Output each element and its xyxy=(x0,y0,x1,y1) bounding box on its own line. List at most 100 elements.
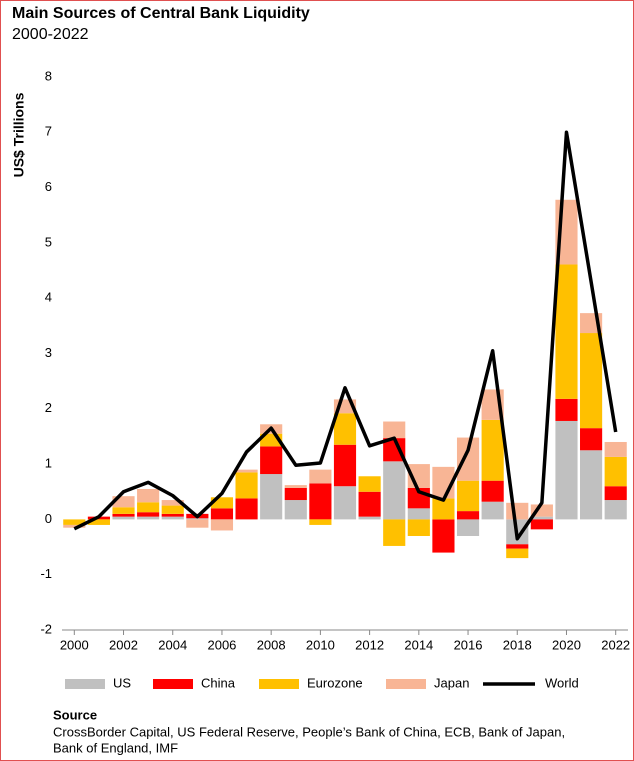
chart-title: Main Sources of Central Bank Liquidity xyxy=(12,5,310,22)
bar xyxy=(161,516,184,520)
bar xyxy=(456,480,480,512)
source-text: CrossBorder Capital, US Federal Reserve,… xyxy=(53,724,565,739)
x-tick-label: 2002 xyxy=(109,637,138,652)
bar xyxy=(284,487,307,501)
bar xyxy=(309,469,332,484)
y-tick-label: 3 xyxy=(45,345,52,360)
legend-label: World xyxy=(545,675,579,690)
y-tick-label: 7 xyxy=(45,124,52,139)
bar xyxy=(530,519,553,530)
bar xyxy=(333,413,357,445)
source-text: Bank of England, IMF xyxy=(53,740,178,755)
bar xyxy=(456,437,480,481)
bar xyxy=(481,419,504,481)
bar xyxy=(456,511,480,520)
legend-label: China xyxy=(201,675,236,690)
legend-swatch xyxy=(65,679,105,689)
bar xyxy=(580,450,603,520)
bar xyxy=(481,480,504,502)
bar xyxy=(604,456,627,487)
x-tick-label: 2004 xyxy=(158,637,187,652)
legend-label: US xyxy=(113,675,131,690)
bar xyxy=(309,483,332,520)
x-tick-label: 2000 xyxy=(60,637,89,652)
bar xyxy=(210,497,234,509)
bar xyxy=(235,498,258,520)
bar xyxy=(63,524,86,528)
bar xyxy=(137,516,160,520)
chart-subtitle: 2000-2022 xyxy=(12,26,89,43)
bar xyxy=(555,264,578,399)
bar xyxy=(506,548,529,559)
bar xyxy=(210,508,234,520)
bar xyxy=(580,333,603,429)
bar xyxy=(604,486,627,501)
bar xyxy=(137,502,160,513)
bar xyxy=(161,500,184,506)
legend-swatch xyxy=(386,679,426,689)
bar xyxy=(333,444,357,487)
bar xyxy=(555,398,578,421)
bar xyxy=(604,500,627,520)
bar xyxy=(432,519,455,553)
bar xyxy=(309,519,332,525)
x-tick-label: 2014 xyxy=(404,637,433,652)
bar xyxy=(555,420,578,520)
y-tick-label: -2 xyxy=(40,621,52,636)
bar xyxy=(284,485,307,488)
bar xyxy=(333,486,357,520)
bar xyxy=(260,446,283,475)
bar xyxy=(63,519,86,525)
bar xyxy=(235,469,258,473)
legend-swatch xyxy=(259,679,299,689)
bar xyxy=(506,544,529,549)
bar xyxy=(358,491,381,517)
bar xyxy=(407,508,430,520)
line xyxy=(73,130,618,541)
bar xyxy=(506,502,529,520)
bar xyxy=(161,513,184,517)
bar xyxy=(383,421,406,439)
x-tick-label: 2008 xyxy=(257,637,286,652)
bar xyxy=(112,516,135,520)
bar xyxy=(112,496,135,508)
bar xyxy=(383,461,406,520)
bar xyxy=(260,474,283,520)
bar xyxy=(456,519,480,536)
bar xyxy=(186,519,209,528)
x-tick-label: 2018 xyxy=(503,637,532,652)
bar xyxy=(137,488,160,503)
bar xyxy=(284,500,307,520)
y-tick-label: 1 xyxy=(45,456,52,471)
bar xyxy=(112,513,135,517)
bar xyxy=(383,438,406,462)
bar xyxy=(580,428,603,451)
y-tick-label: 2 xyxy=(45,400,52,415)
bar xyxy=(530,516,553,520)
bar xyxy=(358,516,381,520)
x-tick-label: 2022 xyxy=(601,637,630,652)
bar xyxy=(235,472,258,499)
y-tick-label: -1 xyxy=(40,566,52,581)
bar xyxy=(432,498,455,520)
y-tick-label: 4 xyxy=(45,290,52,305)
bar xyxy=(137,512,160,517)
bar xyxy=(161,505,184,514)
x-tick-label: 2010 xyxy=(306,637,335,652)
bar xyxy=(383,519,406,546)
legend-label: Japan xyxy=(434,675,469,690)
bar xyxy=(358,476,381,492)
x-tick-label: 2020 xyxy=(552,637,581,652)
bar xyxy=(87,519,110,525)
legend-swatch xyxy=(153,679,193,689)
y-tick-label: 6 xyxy=(45,179,52,194)
bar xyxy=(407,519,430,536)
x-tick-label: 2016 xyxy=(454,637,483,652)
x-tick-label: 2006 xyxy=(207,637,236,652)
source-label: Source xyxy=(53,707,97,722)
bar xyxy=(210,519,234,531)
y-axis-label: US$ Trillions xyxy=(11,92,27,177)
bar xyxy=(604,441,627,457)
